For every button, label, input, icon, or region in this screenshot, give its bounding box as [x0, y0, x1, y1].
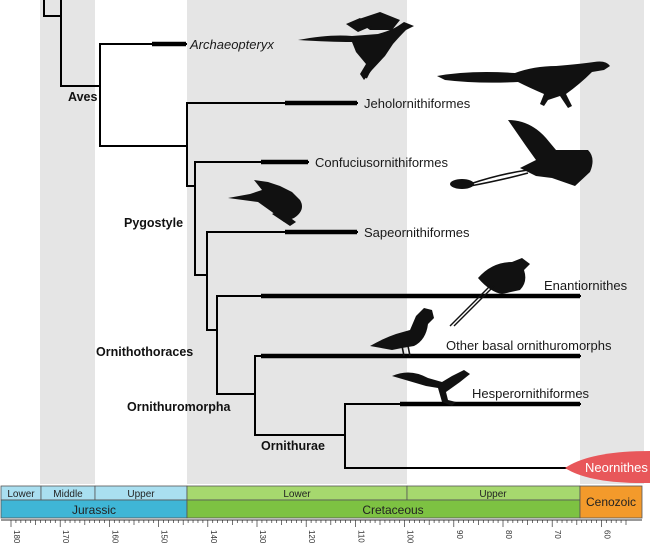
neornithes-radiation — [565, 451, 650, 484]
taxon-labels: Archaeopteryx Jeholornithiformes Confuci… — [189, 37, 648, 475]
fossil-ranges — [152, 41, 580, 407]
minor-ticks — [10, 520, 627, 527]
bird-silhouettes — [228, 12, 610, 406]
node-labels: Aves Pygostyle Ornithothoraces Ornithuro… — [68, 90, 325, 453]
taxon-label-neornithes: Neornithes — [585, 460, 648, 475]
timescale-labels: Lower Middle Upper Lower Upper Jurassic … — [7, 489, 636, 517]
epoch-label: Lower — [283, 489, 311, 500]
bird-silhouette-icon — [450, 120, 593, 189]
geologic-timescale — [0, 485, 643, 527]
taxon-label-hesperornithiformes: Hesperornithiformes — [472, 386, 590, 401]
node-label-pygostyle: Pygostyle — [124, 216, 183, 230]
axis-tick-label: 170 — [61, 530, 70, 544]
taxon-label-confuciusornithiformes: Confuciusornithiformes — [315, 155, 448, 170]
axis-tick-label: 60 — [602, 530, 611, 539]
axis-tick-label: 90 — [455, 530, 464, 539]
stage-band — [580, 0, 644, 484]
axis-tick-label: 160 — [110, 530, 119, 544]
axis-tick-label: 130 — [258, 530, 267, 544]
period-box — [579, 485, 643, 519]
bird-silhouette-icon — [392, 370, 470, 406]
bird-silhouette-icon — [228, 180, 302, 226]
node-label-ornithuromorpha: Ornithuromorpha — [127, 400, 232, 414]
period-label: Cenozoic — [586, 495, 636, 509]
taxon-label-sapeornithiformes: Sapeornithiformes — [364, 225, 470, 240]
bird-silhouette-icon — [437, 61, 610, 108]
period-label: Jurassic — [72, 503, 116, 517]
taxon-label-archaeopteryx: Archaeopteryx — [189, 37, 274, 52]
bird-silhouette-icon — [449, 258, 530, 327]
axis-tick-label: 180 — [12, 530, 21, 544]
axis-tick-label: 110 — [356, 530, 365, 543]
axis-tick-label: 70 — [553, 530, 562, 539]
node-label-ornithurae: Ornithurae — [261, 439, 325, 453]
epoch-label: Upper — [127, 489, 155, 500]
axis-tick-label: 100 — [406, 530, 415, 544]
axis-tick-label: 80 — [504, 530, 513, 539]
period-label: Cretaceous — [362, 503, 423, 517]
bird-silhouette-icon — [298, 12, 414, 80]
node-label-ornithothoraces: Ornithothoraces — [96, 345, 193, 359]
epoch-label: Middle — [53, 489, 83, 500]
axis-tick-label: 120 — [307, 530, 316, 544]
epoch-label: Upper — [479, 489, 507, 500]
bird-silhouette-icon — [370, 308, 434, 357]
taxon-label-jeholornithiformes: Jeholornithiformes — [364, 96, 471, 111]
stage-band — [40, 0, 95, 484]
node-label-aves: Aves — [68, 90, 97, 104]
tick-labels: 180 170 160 150 140 130 120 110 100 90 80 70 60 — [12, 530, 611, 544]
axis-tick-label: 140 — [209, 530, 218, 544]
axis-tick-label: 150 — [160, 530, 169, 544]
taxon-label-enantiornithes: Enantiornithes — [544, 278, 628, 293]
epoch-label: Lower — [7, 489, 35, 500]
taxon-label-other-basal: Other basal ornithuromorphs — [446, 338, 612, 353]
